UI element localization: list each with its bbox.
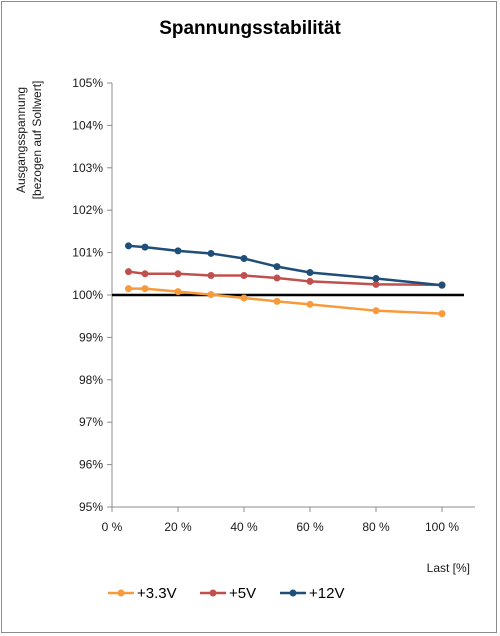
- y-tick-label: 104%: [72, 118, 103, 132]
- data-point-3-3v: [141, 285, 149, 293]
- legend: +3.3V +5V +12V: [108, 585, 344, 602]
- legend-label: +3.3V: [137, 585, 177, 602]
- chart-title: Spannungsstabilität: [159, 18, 341, 39]
- x-tick-label: 40 %: [230, 520, 258, 534]
- y-tick-label: 95%: [79, 500, 103, 514]
- data-point-5v: [240, 271, 248, 279]
- data-point-5v: [372, 280, 380, 288]
- y-axis-title-line-1: Ausgangsspannung: [14, 87, 28, 193]
- plot-area: 95% 96% 97% 98% 99% 100% 101% 102% 103% 104% 105% 0…: [72, 76, 475, 534]
- series-12v: [125, 242, 446, 289]
- data-point-5v: [125, 268, 132, 276]
- y-tick-label: 99%: [79, 330, 103, 344]
- data-point-3-3v: [372, 307, 380, 315]
- x-tick-label: 80 %: [362, 520, 390, 534]
- y-tick-label: 102%: [72, 203, 103, 217]
- data-point-12v: [273, 263, 281, 271]
- data-point-12v: [306, 269, 314, 277]
- x-tick-label: 0 %: [102, 520, 123, 534]
- y-axis-title-line-2: [bezogen auf Sollwert]: [30, 81, 44, 200]
- legend-swatch-marker: [209, 589, 217, 597]
- y-tick-label: 96%: [79, 458, 103, 472]
- y-axis-title: Ausgangsspannung [bezogen auf Sollwert]: [14, 81, 44, 200]
- legend-label: +12V: [309, 585, 344, 602]
- legend-item-5v: +5V: [200, 585, 256, 602]
- y-tick-label: 97%: [79, 415, 103, 429]
- data-point-5v: [207, 271, 215, 279]
- data-point-12v: [240, 255, 248, 263]
- data-point-3-3v: [240, 294, 248, 302]
- legend-swatch-marker: [289, 589, 297, 597]
- data-point-5v: [141, 270, 149, 278]
- x-tick-label: 20 %: [164, 520, 192, 534]
- data-point-5v: [306, 277, 314, 285]
- data-point-12v: [174, 247, 182, 255]
- data-point-12v: [125, 242, 132, 250]
- data-point-3-3v: [207, 291, 215, 299]
- legend-label: +5V: [229, 585, 256, 602]
- data-point-12v: [141, 243, 149, 251]
- data-point-3-3v: [438, 310, 446, 318]
- legend-item-3-3v: +3.3V: [108, 585, 177, 602]
- x-tick-label: 100 %: [425, 520, 459, 534]
- y-tick-label: 101%: [72, 246, 103, 260]
- y-tick-label: 105%: [72, 76, 103, 90]
- data-point-5v: [273, 274, 281, 282]
- data-point-3-3v: [306, 300, 314, 308]
- y-tick-label: 103%: [72, 161, 103, 175]
- legend-swatch-marker: [117, 589, 125, 597]
- data-point-3-3v: [174, 288, 182, 296]
- data-point-12v: [372, 274, 380, 282]
- data-point-12v: [207, 249, 215, 257]
- y-tick-label: 100%: [72, 288, 103, 302]
- series-5v: [125, 268, 446, 289]
- data-point-3-3v: [273, 297, 281, 305]
- x-tick-label: 60 %: [296, 520, 324, 534]
- legend-item-12v: +12V: [280, 585, 344, 602]
- data-point-12v: [438, 281, 446, 289]
- y-tick-label: 98%: [79, 373, 103, 387]
- series-3-3v: [125, 285, 446, 318]
- x-axis-title: Last [%]: [427, 561, 470, 575]
- data-point-3-3v: [125, 285, 132, 293]
- data-point-5v: [174, 270, 182, 278]
